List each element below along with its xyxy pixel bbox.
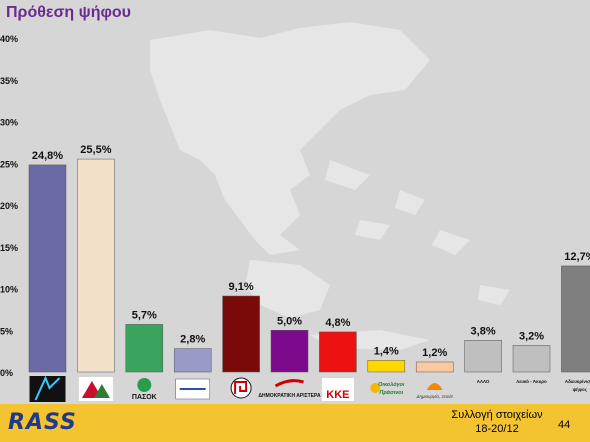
y-tick-label: 15%	[0, 243, 18, 253]
party-logo: Οικολόγοι Πράσινοι	[370, 382, 405, 396]
y-axis: 0% 5% 10% 15% 20% 25% 30% 35% 40%	[0, 34, 18, 378]
category-label: ΠΑΣΟΚ	[132, 394, 157, 401]
bar-value-label: 3,2%	[519, 330, 544, 342]
dimiourgia-logo-icon	[426, 383, 443, 390]
source-caption: Συλλογή στοιχείων	[451, 409, 543, 421]
category-label: Δημιουργία, Ξανά!	[415, 394, 453, 399]
bar	[464, 340, 502, 373]
rass-logo: RASS	[8, 410, 77, 435]
category-label: ΔΗΜΟΚΡΑΤΙΚΗ ΑΡΙΣΤΕΡΑ	[258, 393, 321, 399]
bar-value-label: 1,2%	[422, 347, 447, 359]
party-logo: ΔΗΜΟΚΡΑΤΙΚΗ ΑΡΙΣΤΕΡΑ	[258, 379, 321, 399]
party-logo: ΚΚΕ	[321, 378, 354, 401]
bar-value-label: 5,7%	[132, 309, 157, 321]
category-label: Οικολόγοι	[378, 382, 405, 388]
y-tick-label: 30%	[0, 118, 18, 128]
bar	[77, 158, 115, 373]
pasok-sun-icon	[137, 378, 152, 392]
greece-map-silhouette	[150, 22, 510, 350]
party-logo: Αδιευκρίνιστη ψήφος	[565, 379, 590, 393]
bar	[415, 361, 454, 373]
bar-value-label: 25,5%	[80, 144, 111, 156]
bar	[173, 348, 212, 373]
party-logo: ΑΛΛΟ	[477, 379, 490, 384]
y-tick-label: 40%	[0, 34, 18, 44]
bar-value-label: 1,4%	[374, 345, 399, 357]
party-logo: ΠΑΣΟΚ	[132, 378, 157, 401]
footer-bar	[0, 404, 590, 442]
y-tick-label: 20%	[0, 201, 18, 211]
category-label: ΚΚΕ	[326, 389, 349, 401]
bar	[367, 360, 406, 373]
sunflower-icon	[370, 383, 381, 393]
bar	[319, 331, 357, 373]
dimar-logo-icon	[274, 379, 304, 388]
y-tick-label: 5%	[0, 326, 13, 336]
party-logo	[29, 375, 66, 402]
bar-value-label: 24,8%	[32, 150, 63, 162]
bars-group: 24,8% 25,5% 5,7% 2,8% 9,1% 5,0% 4,8% 1,4% 1,2% 3,…	[28, 144, 590, 373]
page-number: 44	[558, 419, 571, 431]
nd-logo-icon	[29, 376, 66, 402]
y-tick-label: 10%	[0, 285, 18, 295]
y-tick-label: 35%	[0, 76, 18, 86]
bar-value-label: 3,8%	[471, 325, 496, 337]
vote-intention-chart: 0% 5% 10% 15% 20% 25% 30% 35% 40% 24,8% 25,5% 5,7%…	[0, 22, 590, 402]
y-tick-label: 0%	[0, 368, 13, 378]
bar-value-label: 5,0%	[277, 315, 302, 327]
bar	[270, 330, 309, 373]
bar-value-label: 12,7%	[564, 251, 590, 263]
y-tick-label: 25%	[0, 159, 18, 169]
party-logo: Λευκό - Άκυρο	[516, 379, 547, 384]
bar	[512, 345, 551, 373]
party-logo	[175, 378, 210, 400]
category-label: ΑΛΛΟ	[477, 379, 490, 384]
bar	[222, 295, 260, 373]
party-logo	[78, 377, 113, 401]
bar-value-label: 2,8%	[180, 334, 205, 346]
bar	[28, 164, 67, 373]
bar	[125, 324, 164, 373]
party-logo	[230, 377, 252, 399]
party-logo: Δημιουργία, Ξανά!	[415, 383, 454, 399]
category-label: ψήφος	[573, 387, 588, 393]
bar-value-label: 4,8%	[325, 317, 350, 329]
kke-logo-icon	[321, 378, 354, 401]
chart-title: Πρόθεση ψήφου	[6, 4, 131, 21]
bar-value-label: 9,1%	[229, 281, 254, 293]
category-label: Αδιευκρίνιστη	[565, 379, 590, 384]
bar	[561, 265, 590, 373]
category-label: Πράσινοι	[379, 390, 403, 396]
source-dates: 18-20/12	[475, 423, 519, 435]
category-label: Λευκό - Άκυρο	[516, 379, 547, 384]
party-logos: ΠΑΣΟΚ ΔΗΜΟΚΡΑΤΙΚΗ ΑΡΙΣΤΕΡΑ ΚΚΕ Οικολόγοι Πρά…	[29, 375, 590, 402]
